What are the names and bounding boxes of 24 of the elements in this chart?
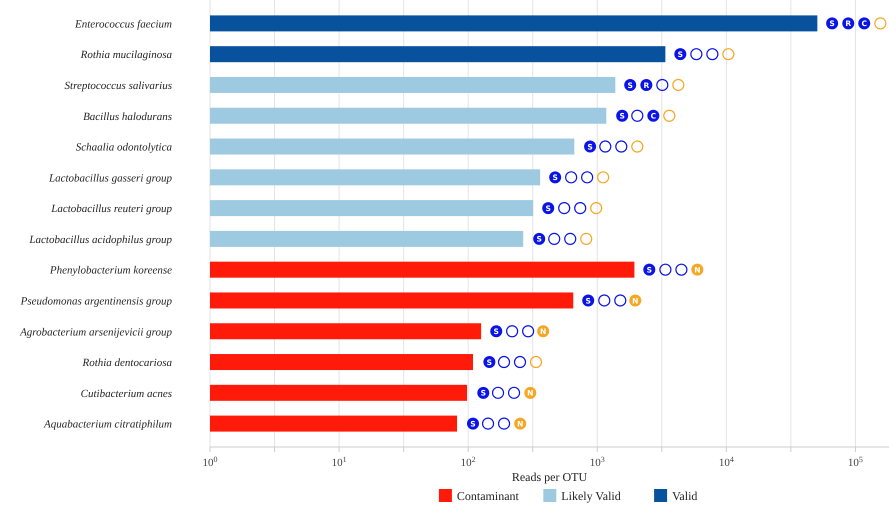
- y-tick-label: Aquabacterium citratiphilum: [42, 418, 172, 431]
- legend-label: Likely Valid: [561, 489, 621, 503]
- y-tick-label: Lactobacillus gasseri group: [48, 172, 172, 184]
- y-tick-label: Phenylobacterium koreense: [48, 264, 172, 277]
- y-tick-label: Rothia mucilaginosa: [80, 49, 172, 62]
- x-tick-label: 10$^{4}$: [718, 454, 734, 469]
- legend-label: Contaminant: [456, 489, 520, 503]
- y-tick-label: Schaalia odontolytica: [76, 142, 172, 154]
- legend-label: Valid: [672, 489, 698, 503]
- y-tick-label: Pseudomonas argentinensis group: [20, 295, 172, 308]
- x-axis-title: Reads per OTU: [512, 470, 588, 484]
- y-tick-label: Lactobacillus acidophilus group: [28, 234, 172, 246]
- y-tick-label: Cutibacterium acnes: [80, 388, 172, 400]
- y-tick-label: Agrobacterium arsenijevicii group: [19, 326, 172, 338]
- x-tick-label: 10$^{5}$: [848, 454, 863, 469]
- x-tick-label: 10$^{3}$: [590, 454, 605, 469]
- y-tick-label: Rothia dentocariosa: [81, 357, 172, 370]
- y-tick-label: Bacillus halodurans: [83, 110, 172, 123]
- y-tick-label: Lactobacillus reuteri group: [50, 203, 172, 216]
- y-tick-label: Enterococcus faecium: [74, 18, 172, 30]
- y-tick-label: Streptococcus salivarius: [64, 80, 172, 92]
- x-tick-label: 10$^{1}$: [332, 454, 347, 469]
- x-tick-label: 10$^{0}$: [202, 454, 218, 469]
- x-tick-label: 10$^{2}$: [460, 454, 476, 469]
